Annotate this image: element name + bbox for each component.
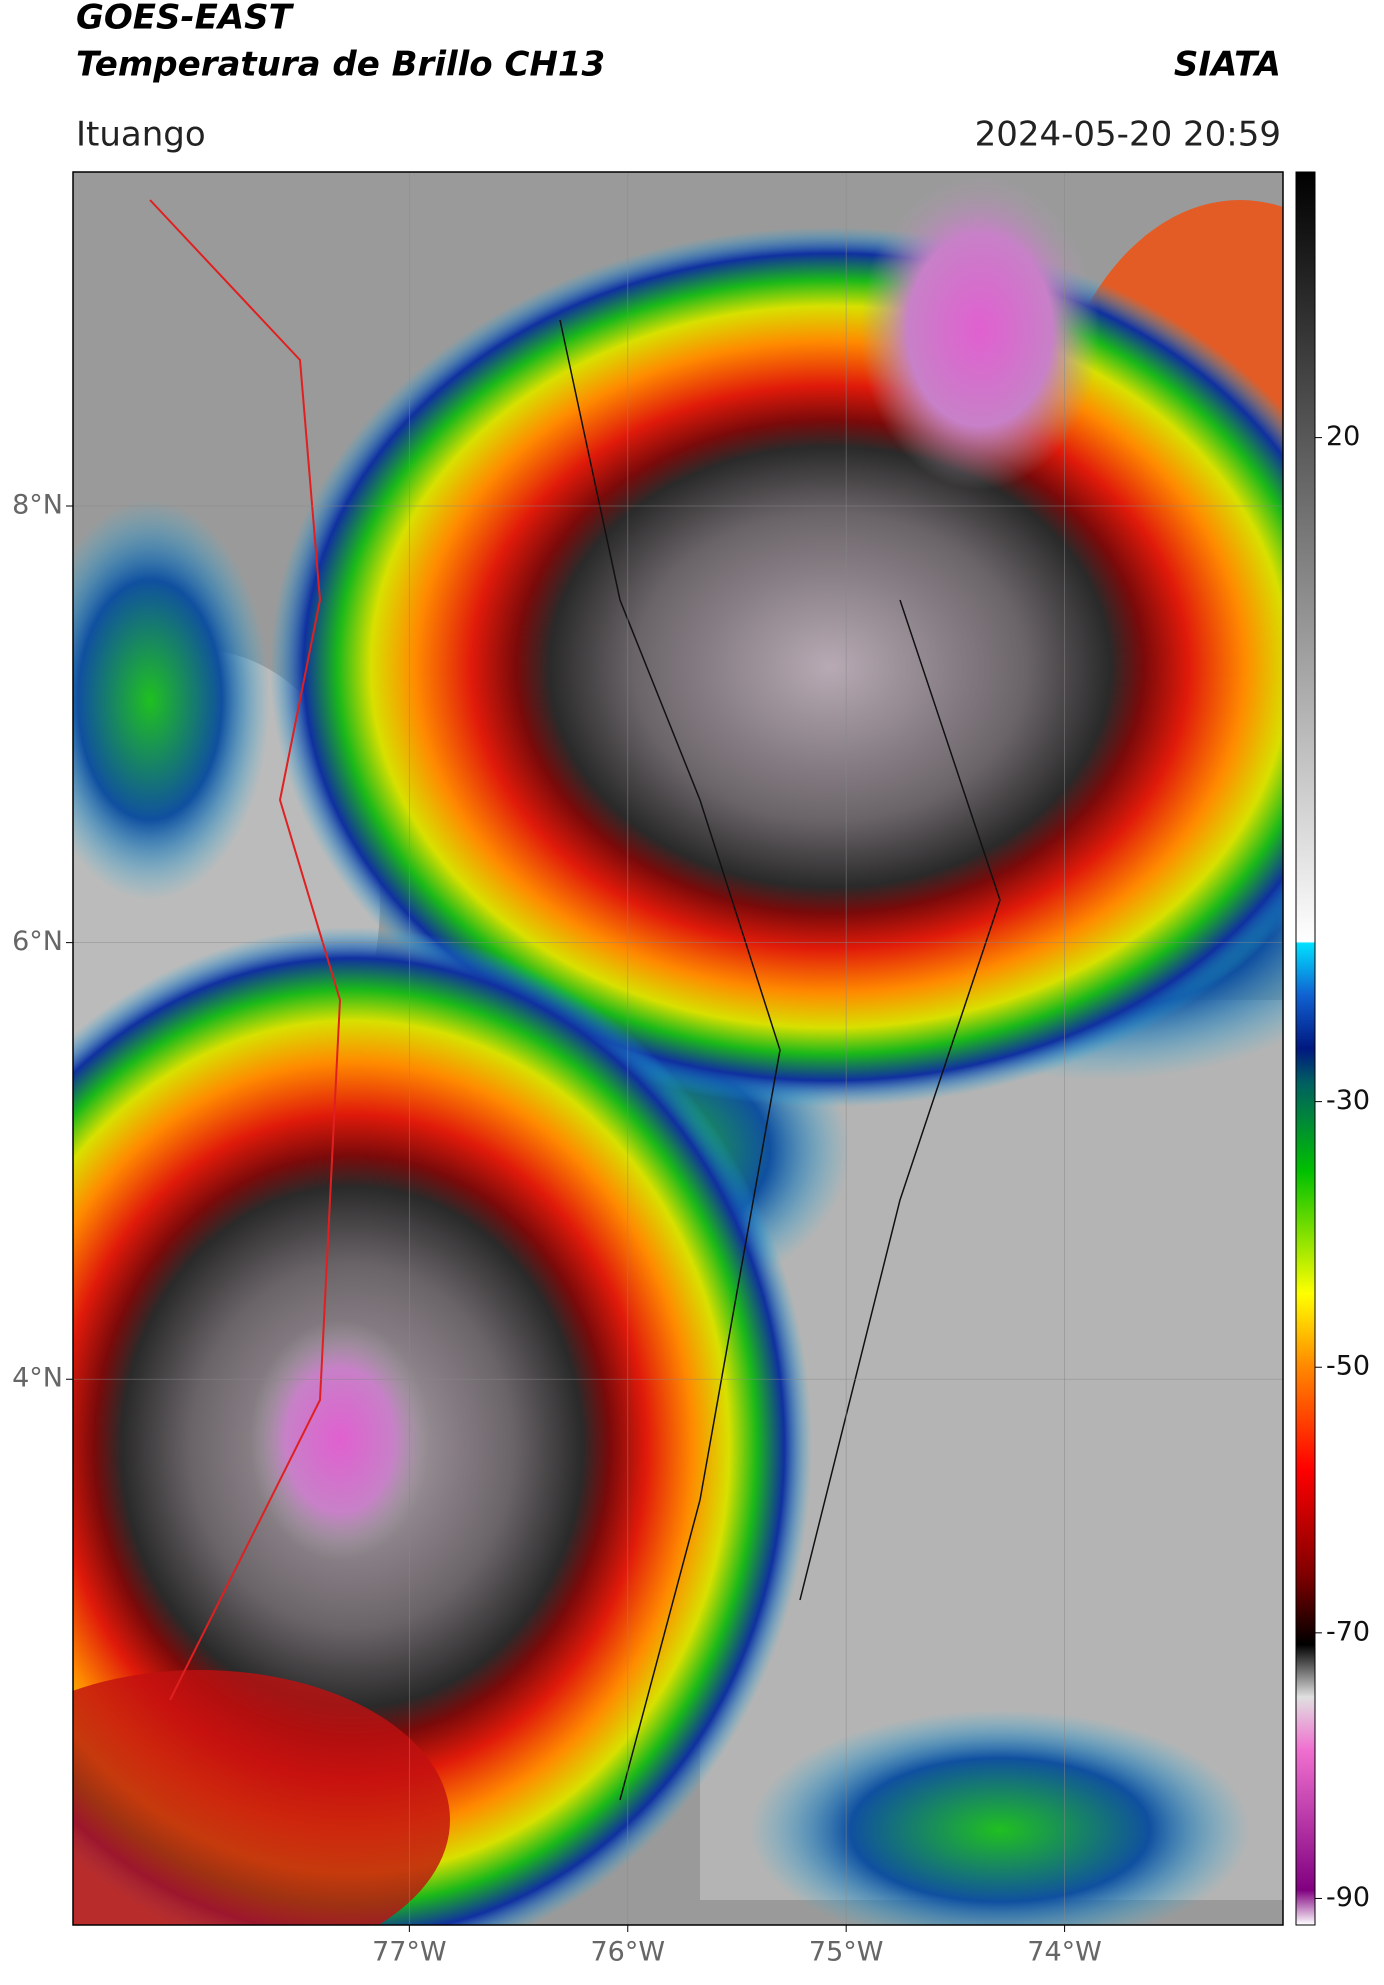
title: GOES-EAST (76, 0, 295, 38)
colorbar-label: -50 (1326, 1351, 1370, 1382)
colorbar-label: -70 (1326, 1616, 1370, 1647)
colorbar-label: -30 (1326, 1085, 1370, 1116)
colorbar-label: 20 (1326, 421, 1360, 452)
satellite-image (73, 172, 1283, 1925)
y-tick-label: 8°N (12, 490, 63, 521)
subtitle: Temperatura de Brillo CH13 (76, 45, 605, 85)
map-frame (72, 171, 1284, 1926)
x-tick-label: 76°W (590, 1937, 665, 1968)
colorbar (1295, 171, 1316, 1926)
x-tick-label: 77°W (372, 1937, 447, 1968)
y-tick-label: 4°N (12, 1363, 63, 1394)
x-tick-label: 75°W (809, 1937, 884, 1968)
colorbar-label: -90 (1326, 1882, 1370, 1913)
datetime: 2024-05-20 20:59 (975, 115, 1281, 155)
source: SIATA (1174, 45, 1281, 85)
y-tick-label: 6°N (12, 926, 63, 957)
location: Ituango (76, 115, 206, 155)
x-tick-label: 74°W (1027, 1937, 1102, 1968)
